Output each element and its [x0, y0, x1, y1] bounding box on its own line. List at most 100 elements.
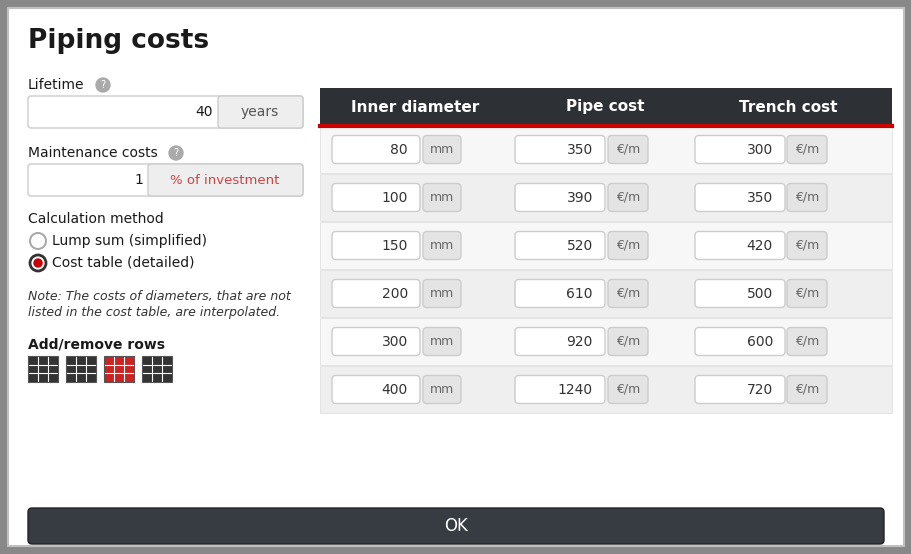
FancyBboxPatch shape	[694, 136, 784, 163]
Text: Inner diameter: Inner diameter	[351, 100, 478, 115]
Text: €/m: €/m	[615, 143, 640, 156]
Text: mm: mm	[429, 191, 454, 204]
Text: mm: mm	[429, 287, 454, 300]
Text: 350: 350	[746, 191, 773, 204]
FancyBboxPatch shape	[28, 96, 302, 128]
Text: 300: 300	[746, 142, 773, 156]
Text: 400: 400	[382, 382, 407, 397]
Bar	[320, 222, 891, 269]
Text: Note: The costs of diameters, that are not: Note: The costs of diameters, that are n…	[28, 290, 291, 303]
FancyBboxPatch shape	[608, 376, 648, 403]
Text: ?: ?	[173, 148, 179, 158]
Text: €/m: €/m	[794, 287, 818, 300]
Bar	[320, 88, 891, 126]
Text: 150: 150	[381, 239, 407, 253]
Text: mm: mm	[429, 143, 454, 156]
FancyBboxPatch shape	[515, 376, 604, 403]
Circle shape	[30, 233, 46, 249]
FancyBboxPatch shape	[218, 96, 302, 128]
FancyBboxPatch shape	[608, 327, 648, 356]
FancyBboxPatch shape	[608, 280, 648, 307]
Text: 720: 720	[746, 382, 773, 397]
FancyBboxPatch shape	[423, 136, 460, 163]
Bar	[320, 270, 891, 317]
FancyBboxPatch shape	[332, 183, 420, 212]
FancyBboxPatch shape	[515, 136, 604, 163]
Circle shape	[34, 259, 42, 267]
Text: 610: 610	[566, 286, 592, 300]
Text: €/m: €/m	[794, 191, 818, 204]
FancyBboxPatch shape	[786, 183, 826, 212]
FancyBboxPatch shape	[332, 280, 420, 307]
Text: ?: ?	[100, 80, 106, 90]
FancyBboxPatch shape	[515, 280, 604, 307]
Text: €/m: €/m	[794, 239, 818, 252]
Text: €/m: €/m	[794, 143, 818, 156]
FancyBboxPatch shape	[608, 232, 648, 259]
Bar	[142, 356, 172, 382]
Bar	[104, 356, 134, 382]
Circle shape	[96, 78, 110, 92]
Text: 1240: 1240	[558, 382, 592, 397]
Text: 300: 300	[382, 335, 407, 348]
Text: mm: mm	[429, 239, 454, 252]
Bar	[320, 318, 891, 365]
Text: €/m: €/m	[794, 383, 818, 396]
Text: Add/remove rows: Add/remove rows	[28, 338, 165, 352]
Text: % of investment: % of investment	[170, 173, 280, 187]
Text: 100: 100	[381, 191, 407, 204]
FancyBboxPatch shape	[786, 280, 826, 307]
FancyBboxPatch shape	[786, 376, 826, 403]
Text: €/m: €/m	[615, 239, 640, 252]
FancyBboxPatch shape	[28, 508, 883, 544]
FancyBboxPatch shape	[332, 376, 420, 403]
Text: Lifetime: Lifetime	[28, 78, 85, 92]
Bar	[66, 356, 96, 382]
Text: Pipe cost: Pipe cost	[565, 100, 643, 115]
Text: €/m: €/m	[794, 335, 818, 348]
FancyBboxPatch shape	[786, 327, 826, 356]
FancyBboxPatch shape	[332, 327, 420, 356]
Text: OK: OK	[444, 517, 467, 535]
FancyBboxPatch shape	[332, 136, 420, 163]
FancyBboxPatch shape	[608, 183, 648, 212]
FancyBboxPatch shape	[694, 327, 784, 356]
FancyBboxPatch shape	[515, 232, 604, 259]
Text: €/m: €/m	[615, 335, 640, 348]
FancyBboxPatch shape	[608, 136, 648, 163]
Circle shape	[30, 255, 46, 271]
Text: Lump sum (simplified): Lump sum (simplified)	[52, 234, 207, 248]
Text: 80: 80	[390, 142, 407, 156]
Text: Trench cost: Trench cost	[738, 100, 836, 115]
Text: listed in the cost table, are interpolated.: listed in the cost table, are interpolat…	[28, 306, 280, 319]
FancyBboxPatch shape	[694, 232, 784, 259]
Text: years: years	[241, 105, 279, 119]
FancyBboxPatch shape	[423, 376, 460, 403]
Text: mm: mm	[429, 383, 454, 396]
Text: Cost table (detailed): Cost table (detailed)	[52, 256, 194, 270]
Text: €/m: €/m	[615, 287, 640, 300]
Text: 500: 500	[746, 286, 773, 300]
FancyBboxPatch shape	[786, 232, 826, 259]
FancyBboxPatch shape	[423, 183, 460, 212]
Text: Piping costs: Piping costs	[28, 28, 209, 54]
Text: 40: 40	[195, 105, 213, 119]
Text: mm: mm	[429, 335, 454, 348]
FancyBboxPatch shape	[694, 376, 784, 403]
FancyBboxPatch shape	[423, 280, 460, 307]
FancyBboxPatch shape	[515, 327, 604, 356]
Text: 390: 390	[566, 191, 592, 204]
FancyBboxPatch shape	[423, 327, 460, 356]
Text: €/m: €/m	[615, 383, 640, 396]
FancyBboxPatch shape	[786, 136, 826, 163]
Text: 520: 520	[566, 239, 592, 253]
Text: 350: 350	[566, 142, 592, 156]
Bar	[320, 126, 891, 173]
FancyBboxPatch shape	[28, 164, 302, 196]
Circle shape	[169, 146, 183, 160]
Bar	[320, 366, 891, 413]
FancyBboxPatch shape	[332, 232, 420, 259]
Text: 200: 200	[382, 286, 407, 300]
FancyBboxPatch shape	[694, 280, 784, 307]
FancyBboxPatch shape	[423, 232, 460, 259]
